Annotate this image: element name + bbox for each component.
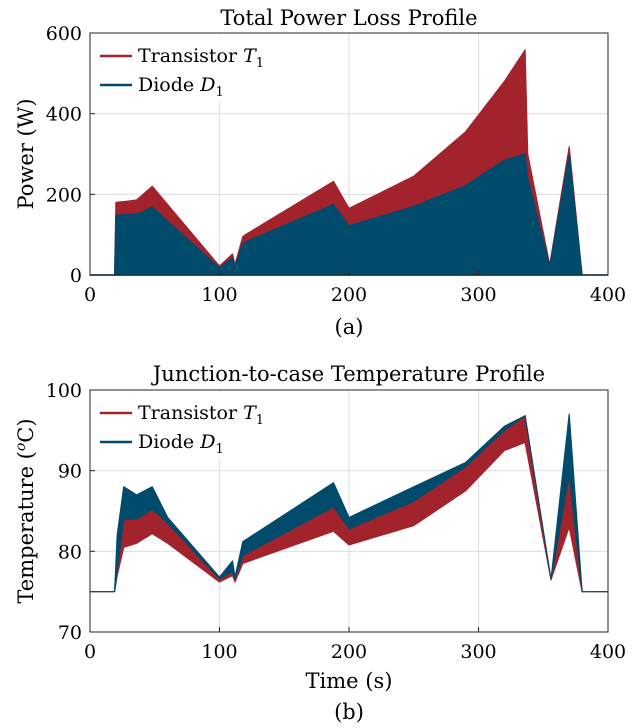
power-legend-transistor-var: T bbox=[243, 45, 257, 67]
temperature-y-label-main: Temperature ( bbox=[14, 451, 38, 603]
power-legend-diode-sub: 1 bbox=[215, 85, 223, 100]
temperature-legend-transistor-main: Transistor bbox=[138, 402, 243, 424]
temperature-legend-transistor-sub: 1 bbox=[256, 413, 264, 428]
power-legend-transistor-main: Transistor bbox=[138, 45, 243, 67]
temperature-chart-title: Junction-to-case Temperature Profile bbox=[151, 362, 545, 386]
temperature-ytick-label: 80 bbox=[58, 541, 82, 563]
temperature-ytick-label: 100 bbox=[46, 380, 82, 402]
temperature-legend-transistor-var: T bbox=[243, 402, 257, 424]
power-xtick-label: 100 bbox=[201, 284, 237, 306]
temperature-xtick-label: 100 bbox=[201, 641, 237, 663]
power-ticks: 0 100 200 300 400 0 200 400 600 bbox=[46, 23, 626, 306]
power-legend-label-transistor: Transistor T1 bbox=[138, 45, 264, 71]
temperature-ticks: 0 100 200 300 400 70 80 90 100 bbox=[46, 380, 626, 663]
power-xtick-label: 0 bbox=[84, 284, 96, 306]
power-legend-label-diode: Diode D1 bbox=[138, 74, 224, 100]
temperature-legend-label-diode: Diode D1 bbox=[138, 431, 224, 457]
power-legend-diode-main: Diode bbox=[138, 74, 200, 96]
power-y-axis-label: Power (W) bbox=[14, 98, 38, 209]
temperature-xtick-label: 0 bbox=[84, 641, 96, 663]
power-xtick-label: 400 bbox=[590, 284, 626, 306]
power-loss-panel: 0 100 200 300 400 0 200 400 600 Total Power Loss… bbox=[14, 6, 626, 339]
temperature-y-label-end: C) bbox=[14, 418, 38, 442]
power-xtick-label: 300 bbox=[460, 284, 496, 306]
power-legend-diode-var: D bbox=[199, 74, 215, 96]
power-legend: Transistor T1 Diode D1 bbox=[92, 35, 270, 102]
temperature-ytick-label: 90 bbox=[58, 461, 82, 483]
power-legend-transistor-sub: 1 bbox=[256, 56, 264, 71]
temperature-legend-label-transistor: Transistor T1 bbox=[138, 402, 264, 428]
temperature-xtick-label: 400 bbox=[590, 641, 626, 663]
power-ytick-label: 200 bbox=[46, 184, 82, 206]
temperature-legend-diode-sub: 1 bbox=[215, 442, 223, 457]
power-ytick-label: 0 bbox=[70, 265, 82, 287]
power-xtick-label: 200 bbox=[331, 284, 367, 306]
power-chart-title: Total Power Loss Profile bbox=[220, 6, 477, 30]
temperature-legend: Transistor T1 Diode D1 bbox=[92, 392, 270, 459]
power-legend-box bbox=[92, 35, 270, 102]
temperature-x-axis-label: Time (s) bbox=[306, 669, 393, 693]
temperature-panel: 0 100 200 300 400 70 80 90 100 Junction-to-case … bbox=[13, 362, 626, 724]
power-area-diode bbox=[89, 153, 609, 276]
temperature-caption: (b) bbox=[334, 700, 364, 724]
temperature-ytick-label: 70 bbox=[58, 622, 82, 644]
power-caption: (a) bbox=[335, 315, 364, 339]
temperature-legend-diode-main: Diode bbox=[138, 431, 200, 453]
temperature-legend-box bbox=[92, 392, 270, 459]
temperature-y-axis-label: Temperature (oC) bbox=[13, 418, 38, 603]
temperature-xtick-label: 300 bbox=[460, 641, 496, 663]
power-ytick-label: 600 bbox=[46, 23, 82, 45]
temperature-y-label-sup: o bbox=[13, 443, 29, 451]
temperature-xtick-label: 200 bbox=[331, 641, 367, 663]
power-ytick-label: 400 bbox=[46, 104, 82, 126]
temperature-legend-diode-var: D bbox=[199, 431, 215, 453]
